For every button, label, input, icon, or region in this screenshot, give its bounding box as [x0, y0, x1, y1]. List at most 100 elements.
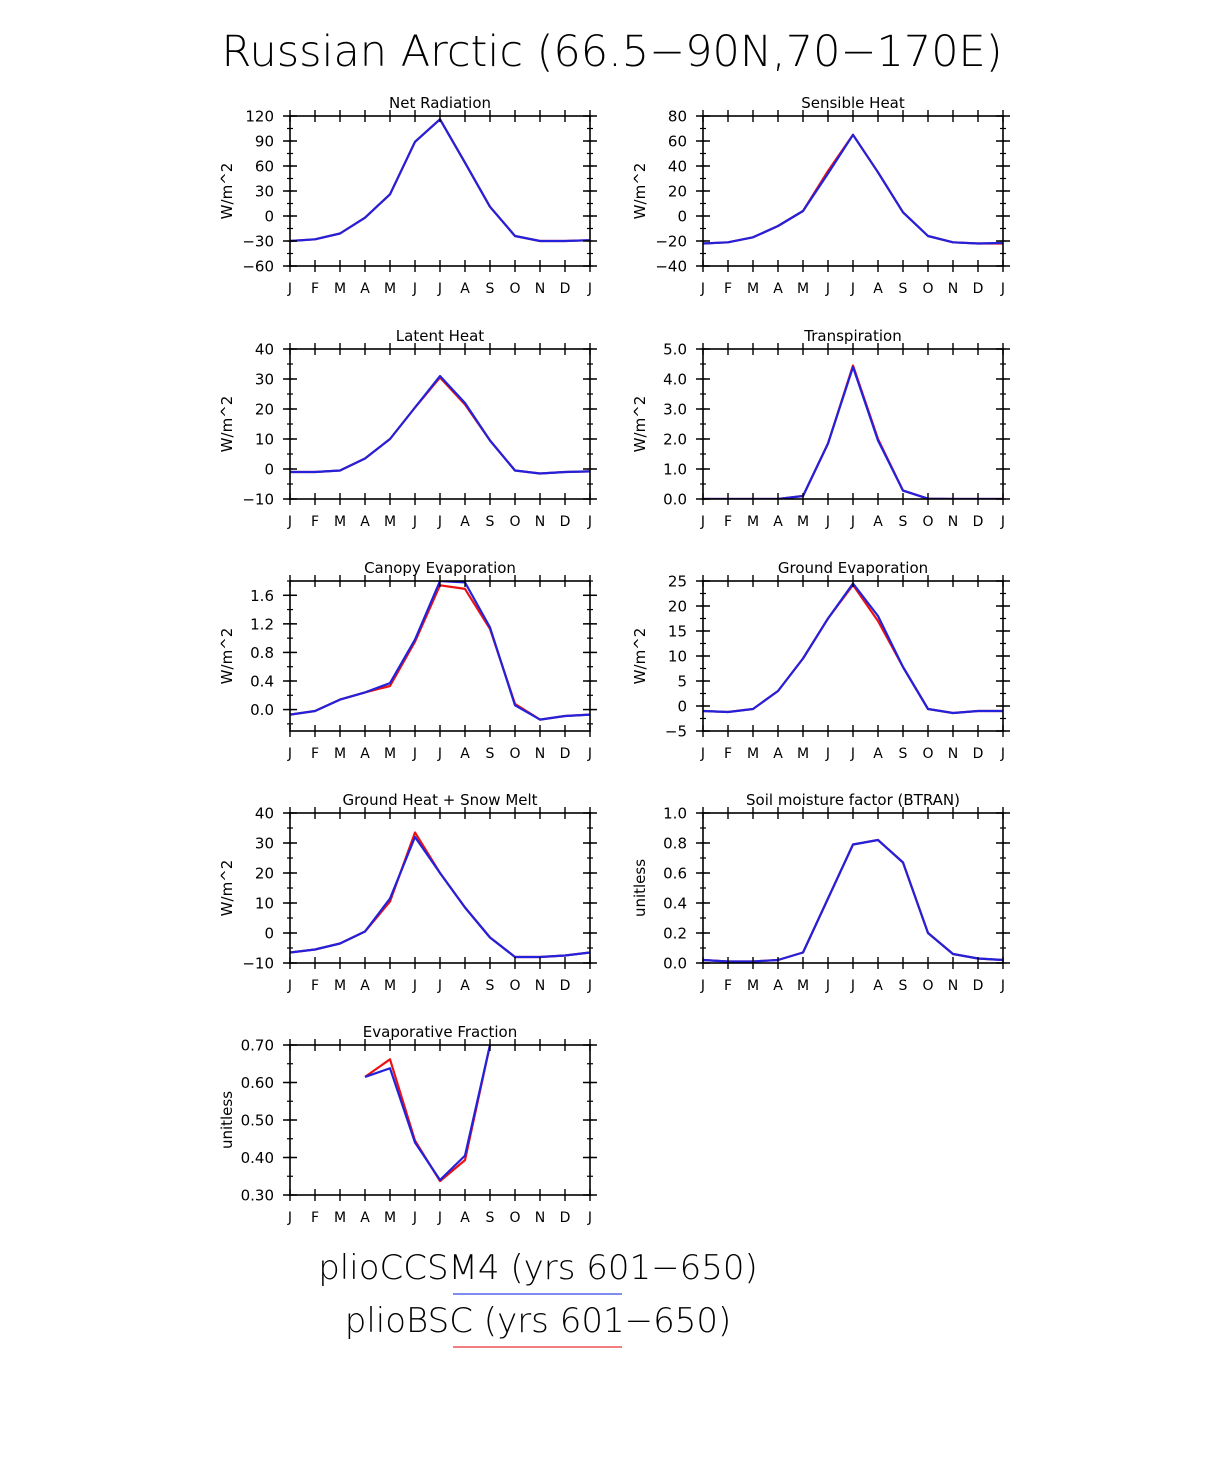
- y-axis-label: W/m^2: [218, 860, 236, 917]
- x-tick-label: J: [587, 281, 592, 297]
- series-line-plioBSC: [703, 838, 1003, 963]
- y-tick-label: −30: [242, 233, 274, 251]
- x-tick-label: M: [747, 514, 759, 530]
- x-tick-label: J: [412, 514, 417, 530]
- y-tick-label: 0.8: [250, 644, 274, 662]
- x-tick-label: F: [724, 978, 732, 994]
- y-tick-label: 20: [668, 183, 687, 201]
- x-tick-label: J: [437, 281, 442, 297]
- x-tick-label: O: [509, 514, 520, 530]
- x-tick-label: A: [360, 514, 370, 530]
- x-tick-label: A: [773, 978, 783, 994]
- y-tick-label: −20: [655, 233, 687, 251]
- y-tick-label: 20: [668, 598, 687, 616]
- y-tick-label: −5: [665, 723, 687, 741]
- series-line-plioBSC: [290, 831, 590, 959]
- series-line-plioCCSM4: [290, 118, 590, 243]
- x-tick-label: S: [899, 514, 908, 530]
- x-tick-label: F: [311, 281, 319, 297]
- x-tick-label: J: [587, 514, 592, 530]
- x-tick-label: S: [899, 281, 908, 297]
- y-axis-label: W/m^2: [218, 396, 236, 453]
- x-tick-label: N: [948, 746, 958, 762]
- y-axis-label: W/m^2: [218, 163, 236, 220]
- x-tick-label: J: [287, 978, 292, 994]
- x-tick-label: A: [460, 746, 470, 762]
- y-tick-label: 20: [255, 865, 274, 883]
- x-tick-label: N: [535, 1210, 545, 1226]
- x-tick-label: J: [437, 514, 442, 530]
- x-tick-label: O: [509, 281, 520, 297]
- y-tick-label: 60: [255, 158, 274, 176]
- x-tick-label: J: [412, 281, 417, 297]
- x-tick-label: J: [437, 978, 442, 994]
- x-tick-label: J: [700, 281, 705, 297]
- y-tick-label: 120: [245, 108, 274, 126]
- legend-label: plioBSC (yrs 601−650): [345, 1301, 732, 1341]
- y-tick-label: 0.8: [663, 835, 687, 853]
- x-tick-label: M: [797, 746, 809, 762]
- panel-title: Net Radiation: [389, 94, 491, 112]
- x-tick-label: A: [460, 281, 470, 297]
- x-tick-label: S: [899, 978, 908, 994]
- x-tick-label: O: [509, 978, 520, 994]
- series-line-plioCCSM4: [290, 835, 590, 959]
- panel-title: Canopy Evaporation: [364, 559, 516, 577]
- x-tick-label: J: [287, 1210, 292, 1226]
- y-tick-label: −40: [655, 258, 687, 276]
- series-line-plioCCSM4: [703, 582, 1003, 715]
- panel-title: Latent Heat: [396, 327, 485, 345]
- x-tick-label: N: [535, 978, 545, 994]
- x-tick-label: F: [311, 746, 319, 762]
- plot-frame: [289, 580, 591, 732]
- y-tick-label: 0.40: [241, 1149, 274, 1167]
- series-line-plioCCSM4: [290, 581, 590, 721]
- y-axis-label: W/m^2: [631, 163, 649, 220]
- x-tick-label: S: [486, 978, 495, 994]
- y-tick-label: 15: [668, 623, 687, 641]
- panel-title: Soil moisture factor (BTRAN): [746, 791, 960, 809]
- x-tick-label: F: [724, 746, 732, 762]
- y-tick-label: 3.0: [663, 401, 687, 419]
- x-tick-label: M: [797, 514, 809, 530]
- x-tick-label: F: [724, 514, 732, 530]
- x-tick-label: A: [460, 514, 470, 530]
- plot-frame: [289, 1044, 591, 1196]
- x-tick-label: J: [850, 514, 855, 530]
- x-tick-label: M: [797, 281, 809, 297]
- x-tick-label: O: [509, 1210, 520, 1226]
- series-line-plioBSC: [703, 133, 1003, 245]
- x-tick-label: J: [1000, 514, 1005, 530]
- x-tick-label: N: [948, 281, 958, 297]
- y-tick-label: 5: [677, 673, 687, 691]
- legend-label: plioCCSM4 (yrs 601−650): [318, 1248, 758, 1288]
- panel-title: Ground Evaporation: [778, 559, 928, 577]
- series-line-plioCCSM4: [290, 374, 590, 475]
- x-tick-label: D: [560, 514, 571, 530]
- plot-frame: [702, 812, 1004, 964]
- x-tick-label: A: [460, 1210, 470, 1226]
- x-tick-label: S: [899, 746, 908, 762]
- x-tick-label: J: [850, 978, 855, 994]
- x-tick-label: J: [412, 1210, 417, 1226]
- plot-frame: [289, 115, 591, 267]
- plot-frame: [289, 812, 591, 964]
- x-tick-label: A: [360, 281, 370, 297]
- y-tick-label: 4.0: [663, 371, 687, 389]
- y-tick-label: 80: [668, 108, 687, 126]
- x-tick-label: A: [773, 746, 783, 762]
- x-tick-label: J: [1000, 978, 1005, 994]
- legend: plioCCSM4 (yrs 601−650) plioBSC (yrs 601−…: [318, 1248, 758, 1348]
- x-tick-label: J: [437, 1210, 442, 1226]
- x-tick-label: D: [973, 978, 984, 994]
- y-tick-label: 0.50: [241, 1112, 274, 1130]
- y-tick-label: 0: [264, 925, 274, 943]
- y-tick-label: 0.0: [250, 701, 274, 719]
- y-tick-label: 1.0: [663, 805, 687, 823]
- y-tick-label: 0.4: [663, 895, 687, 913]
- y-tick-label: 0.60: [241, 1074, 274, 1092]
- x-tick-label: O: [509, 746, 520, 762]
- x-tick-label: J: [825, 978, 830, 994]
